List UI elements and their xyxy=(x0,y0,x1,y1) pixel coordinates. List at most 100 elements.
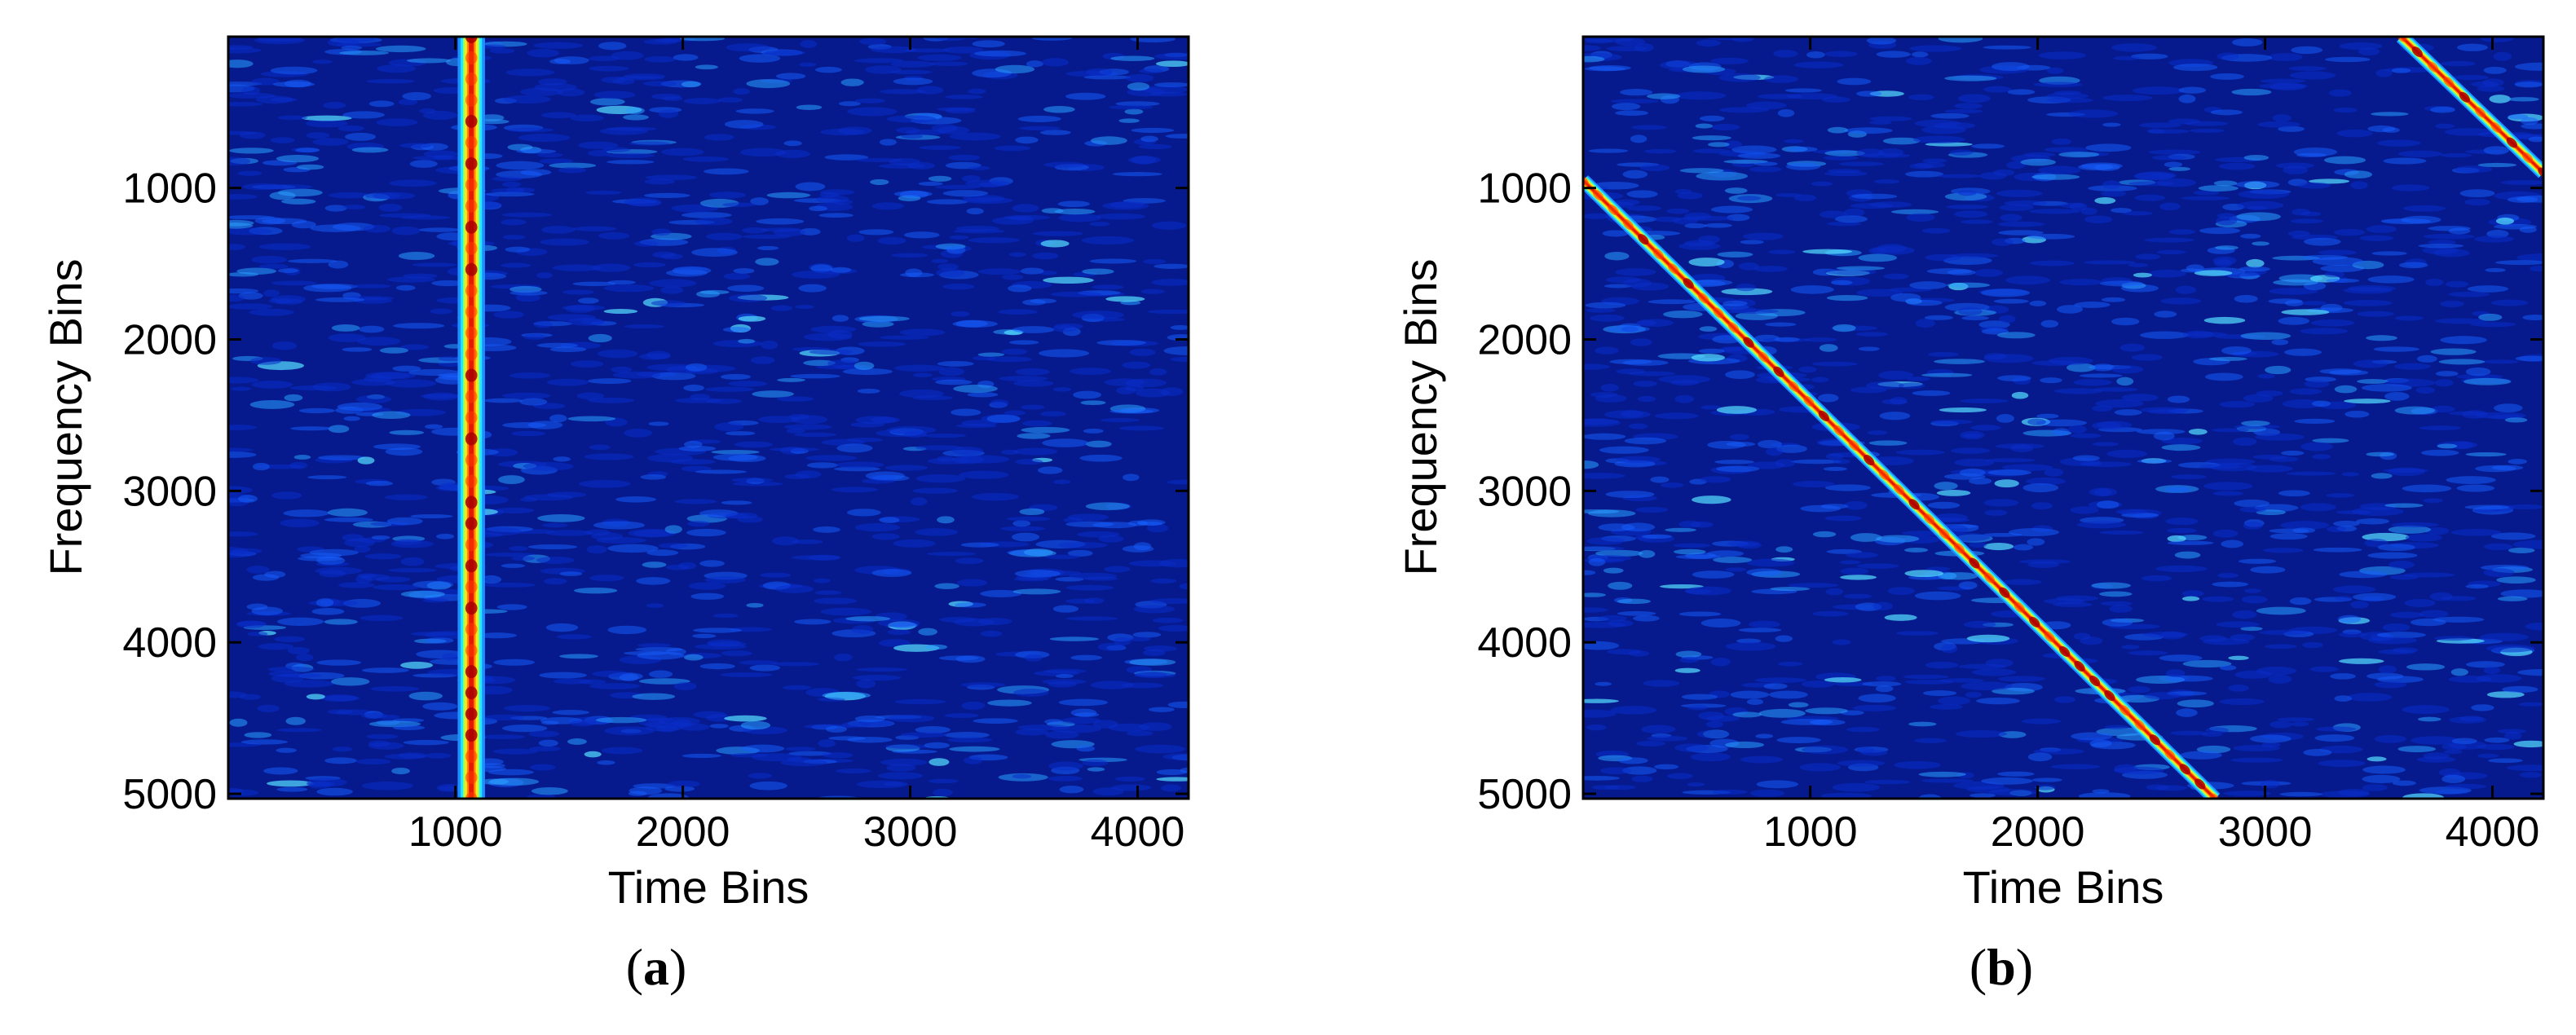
noise-speckle xyxy=(2446,476,2496,484)
noise-speckle xyxy=(523,333,545,340)
noise-speckle xyxy=(1155,60,1189,68)
noise-speckle xyxy=(1147,309,1189,315)
noise-speckle xyxy=(1140,288,1165,294)
noise-speckle xyxy=(228,219,254,227)
noise-speckle xyxy=(2464,377,2512,385)
noise-speckle xyxy=(2070,433,2102,438)
noise-speckle xyxy=(2343,287,2393,294)
noise-speckle xyxy=(2362,774,2401,784)
noise-speckle xyxy=(2036,413,2059,419)
noise-speckle xyxy=(968,88,986,95)
noise-speckle xyxy=(2165,518,2199,526)
noise-speckle xyxy=(1044,719,1064,724)
ridge-bead xyxy=(465,93,478,107)
noise-speckle xyxy=(733,268,755,274)
noise-speckle xyxy=(386,517,423,526)
noise-speckle xyxy=(578,141,619,149)
ridge-bead xyxy=(465,178,478,192)
noise-speckle xyxy=(1599,767,1632,774)
noise-speckle xyxy=(932,123,958,133)
noise-speckle xyxy=(541,226,576,234)
noise-speckle xyxy=(1690,521,1714,528)
ridge-bead xyxy=(1818,410,1829,421)
noise-speckle xyxy=(968,237,1021,244)
noise-speckle xyxy=(2350,181,2368,190)
noise-speckle xyxy=(806,462,839,469)
noise-speckle xyxy=(1647,735,1688,742)
noise-speckle xyxy=(2337,788,2370,797)
ridge-bead xyxy=(465,262,478,276)
noise-speckle xyxy=(2228,685,2249,692)
noise-speckle xyxy=(2315,726,2357,732)
noise-speckle xyxy=(2284,300,2305,306)
noise-speckle xyxy=(1043,161,1086,168)
noise-speckle xyxy=(691,248,738,258)
noise-speckle xyxy=(775,149,810,158)
noise-speckle xyxy=(1958,663,2007,670)
noise-speckle xyxy=(2390,611,2424,619)
noise-speckle xyxy=(327,508,368,517)
noise-speckle xyxy=(672,266,712,275)
noise-speckle xyxy=(1130,37,1176,43)
noise-speckle xyxy=(1595,346,1619,355)
noise-speckle xyxy=(1160,387,1184,396)
noise-speckle xyxy=(1997,221,2045,227)
noise-speckle xyxy=(722,202,756,208)
noise-speckle xyxy=(2276,162,2315,169)
noise-speckle xyxy=(1831,280,1853,285)
noise-speckle xyxy=(2102,122,2121,127)
noise-speckle xyxy=(431,280,465,287)
noise-speckle xyxy=(263,767,298,775)
noise-speckle xyxy=(1098,535,1124,543)
noise-speckle xyxy=(2444,749,2463,755)
noise-speckle xyxy=(900,272,934,278)
noise-speckle xyxy=(2440,336,2487,345)
noise-speckle xyxy=(1890,397,1908,405)
noise-speckle xyxy=(1725,741,1765,749)
noise-speckle xyxy=(1127,520,1149,526)
ridge-bead xyxy=(465,114,478,128)
noise-speckle xyxy=(1583,698,1619,703)
noise-speckle xyxy=(540,238,590,246)
noise-speckle xyxy=(1170,324,1189,330)
noise-speckle xyxy=(1610,706,1656,715)
ridge-bead xyxy=(465,411,478,425)
noise-speckle xyxy=(2136,429,2186,435)
ridge-bead xyxy=(1999,587,2010,598)
noise-speckle xyxy=(794,432,837,438)
noise-speckle xyxy=(1109,201,1145,209)
noise-speckle xyxy=(339,51,389,55)
noise-speckle xyxy=(2073,379,2112,386)
noise-speckle xyxy=(2344,410,2370,418)
noise-speckle xyxy=(1617,610,1656,616)
noise-speckle xyxy=(1132,632,1162,638)
noise-speckle xyxy=(2333,585,2375,594)
noise-speckle xyxy=(687,520,710,527)
noise-speckle xyxy=(690,592,725,600)
noise-speckle xyxy=(903,231,940,239)
noise-speckle xyxy=(251,381,293,389)
noise-speckle xyxy=(569,720,596,727)
noise-speckle xyxy=(2071,732,2113,741)
noise-speckle xyxy=(688,582,726,590)
noise-speckle xyxy=(1129,348,1156,356)
noise-speckle xyxy=(1600,384,1619,392)
noise-speckle xyxy=(315,598,334,607)
noise-speckle xyxy=(1823,466,1847,471)
noise-speckle xyxy=(1858,253,1898,262)
noise-speckle xyxy=(1936,490,1971,496)
noise-speckle xyxy=(1698,235,1721,244)
noise-speckle xyxy=(2000,214,2022,222)
noise-speckle xyxy=(785,747,816,751)
noise-speckle xyxy=(2093,488,2112,496)
noise-speckle xyxy=(2296,152,2327,158)
noise-speckle xyxy=(552,264,602,271)
noise-speckle xyxy=(1724,567,1747,572)
noise-speckle xyxy=(760,572,792,578)
noise-speckle xyxy=(1904,570,1944,578)
noise-speckle xyxy=(2490,299,2529,306)
noise-speckle xyxy=(1179,583,1189,590)
noise-speckle xyxy=(643,38,678,45)
noise-speckle xyxy=(2483,66,2507,74)
noise-speckle xyxy=(1156,777,1189,782)
